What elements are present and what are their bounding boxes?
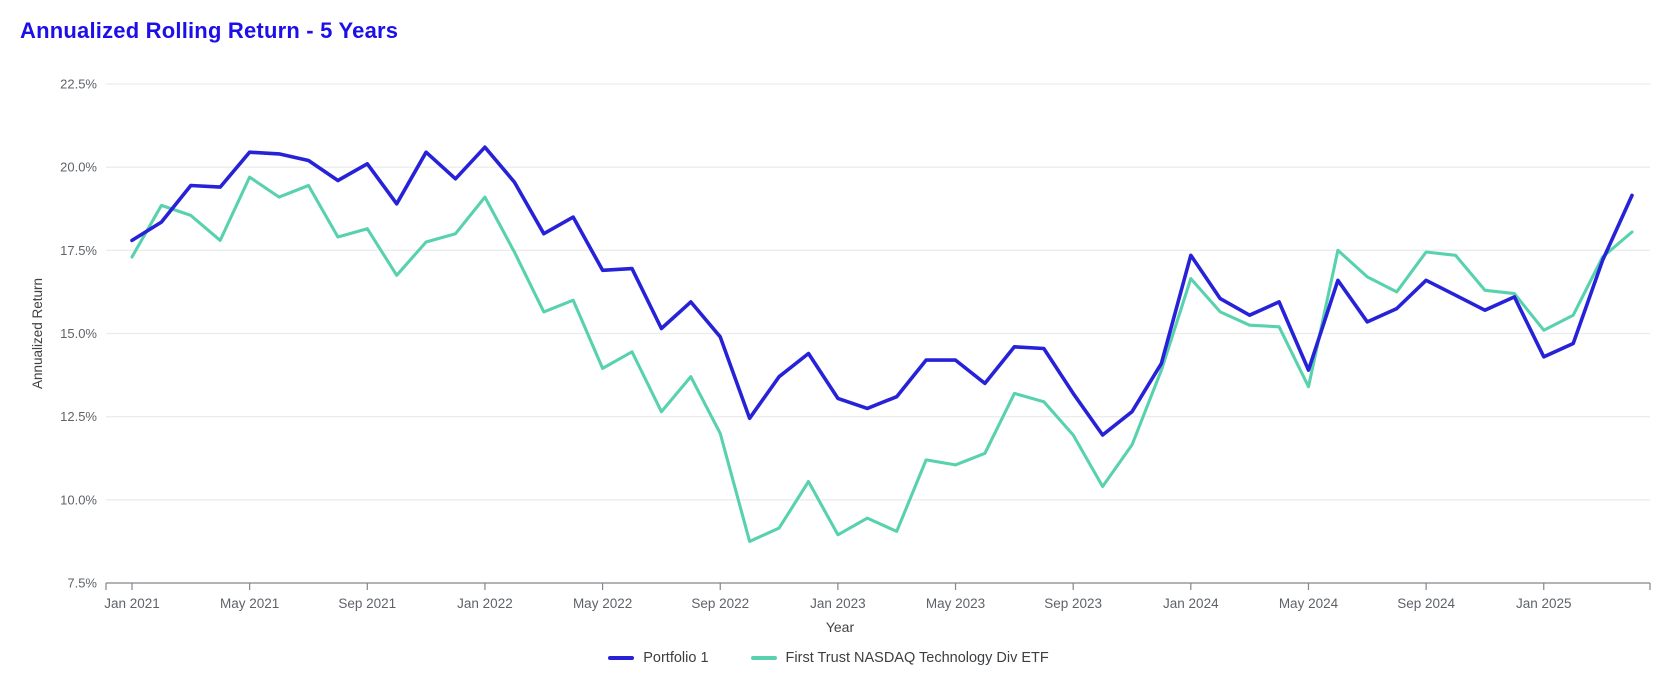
legend-label: Portfolio 1 [643, 650, 709, 666]
x-tick-label: Sep 2024 [1397, 596, 1455, 611]
legend-swatch [750, 656, 777, 660]
rolling-return-chart[interactable]: 22.5% 20.0% 17.5% 15.0% 12.5% 10.0% 7.5% Jan 20… [0, 0, 1657, 645]
x-tick-label: Jan 2025 [1516, 596, 1572, 611]
legend-item-first-trust-nasdaq-technology-div-etf[interactable]: First Trust NASDAQ Technology Div ETF [750, 650, 1049, 666]
portfolio-1-line[interactable] [130, 145, 1634, 437]
legend-item-portfolio-1[interactable]: Portfolio 1 [608, 650, 709, 666]
y-tick-label: 7.5% [67, 576, 97, 591]
y-tick-label: 10.0% [60, 492, 97, 507]
first-trust-nasdaq-technology-div-etf-line[interactable] [130, 175, 1634, 543]
x-tick-label: Jan 2023 [810, 596, 866, 611]
x-tick-label: Sep 2022 [691, 596, 749, 611]
y-tick-label: 20.0% [60, 160, 97, 175]
x-tick-label: Jan 2024 [1163, 596, 1219, 611]
x-tick-label: Jan 2022 [457, 596, 513, 611]
chart-title: Annualized Rolling Return - 5 Years [20, 18, 399, 43]
x-tick-label: May 2023 [926, 596, 985, 611]
x-tick-label: May 2021 [220, 596, 279, 611]
x-tick-label: May 2024 [1279, 596, 1339, 611]
legend-label: First Trust NASDAQ Technology Div ETF [785, 650, 1049, 666]
x-tick-label: Sep 2021 [338, 596, 396, 611]
x-axis-title: Year [826, 619, 855, 635]
y-tick-label: 15.0% [60, 326, 97, 341]
y-axis-title: Annualized Return [30, 278, 45, 389]
x-tick-label: May 2022 [573, 596, 632, 611]
x-tick-label: Sep 2023 [1044, 596, 1102, 611]
x-tick-label: Jan 2021 [104, 596, 160, 611]
y-tick-label: 12.5% [60, 409, 97, 424]
legend-swatch [608, 656, 635, 660]
y-tick-label: 22.5% [60, 77, 97, 92]
y-tick-label: 17.5% [60, 243, 97, 258]
chart-legend: Portfolio 1 First Trust NASDAQ Technology… [0, 650, 1657, 666]
